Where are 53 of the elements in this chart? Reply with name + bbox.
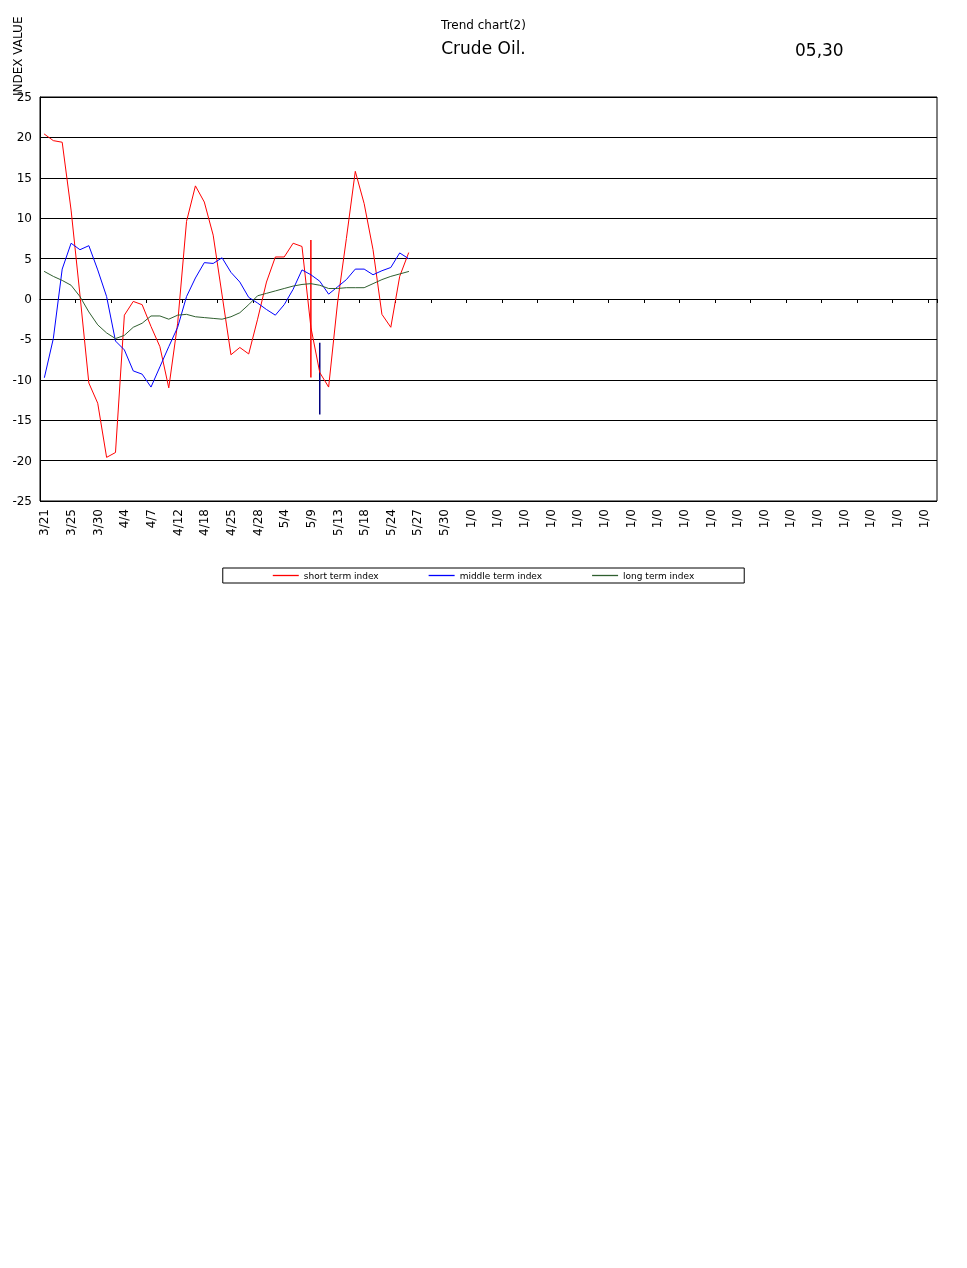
line-series <box>43 242 410 388</box>
legend-label: long term index <box>623 570 695 581</box>
legend-label: middle term index <box>459 570 543 581</box>
x-tick-label: 4/18 <box>197 509 212 536</box>
chart-title: Trend chart(2) <box>440 18 526 32</box>
x-tick-label: 1/0 <box>570 509 585 529</box>
x-tick-label: 1/0 <box>490 509 505 529</box>
text: 05,30 <box>795 39 844 60</box>
x-tick-label: 1/0 <box>703 509 718 529</box>
x-tick-label: 5/30 <box>437 509 452 536</box>
y-tick-label: 20 <box>16 130 32 145</box>
line-series <box>43 133 410 458</box>
x-tick-label: 1/0 <box>676 509 691 529</box>
x-tick-label: 1/0 <box>463 509 478 529</box>
legend-label: short term index <box>303 570 380 581</box>
y-tick-label: -5 <box>20 332 32 347</box>
x-tick-label: 5/4 <box>277 509 292 529</box>
x-tick-label: 1/0 <box>517 509 532 529</box>
y-tick-label: 0 <box>24 292 32 306</box>
x-tick-label: 5/9 <box>303 509 318 529</box>
x-tick-label: 1/0 <box>623 509 638 529</box>
x-tick-label: 5/13 <box>330 509 345 536</box>
x-tick-label: 5/18 <box>357 509 372 536</box>
x-tick-label: 1/0 <box>783 509 798 529</box>
x-tick-label: 1/0 <box>836 509 851 529</box>
x-tick-label: 5/24 <box>383 509 398 536</box>
x-tick-label: 1/0 <box>730 509 745 529</box>
x-tick-label: 3/25 <box>64 509 79 536</box>
x-tick-label: 1/0 <box>596 509 611 529</box>
x-tick-label: 3/21 <box>37 509 52 536</box>
x-tick-label: 3/30 <box>90 509 105 536</box>
x-tick-label: 1/0 <box>890 509 905 529</box>
y-tick-label: 15 <box>16 170 32 185</box>
y-tick-label: -25 <box>12 494 32 508</box>
y-tick-label: 5 <box>24 251 32 266</box>
x-tick-label: 1/0 <box>810 509 825 529</box>
x-tick-label: 5/27 <box>410 509 425 536</box>
x-tick-label: 1/0 <box>916 509 931 529</box>
x-tick-label: 4/12 <box>170 509 185 536</box>
chart-subtitle: Crude Oil. <box>441 37 526 58</box>
x-tick-label: 4/4 <box>117 509 132 529</box>
line-series <box>43 271 410 340</box>
y-tick-label: -10 <box>12 372 32 387</box>
y-tick-label: 10 <box>16 211 32 226</box>
x-tick-label: 1/0 <box>650 509 665 529</box>
x-tick-label: 1/0 <box>543 509 558 529</box>
y-tick-label: -15 <box>12 413 32 428</box>
x-tick-label: 4/7 <box>144 509 159 529</box>
y-tick-label: -20 <box>12 453 32 468</box>
x-tick-label: 1/0 <box>863 509 878 529</box>
x-tick-label: 1/0 <box>756 509 771 529</box>
x-tick-label: 4/28 <box>250 509 265 536</box>
x-tick-label: 4/25 <box>223 509 238 536</box>
